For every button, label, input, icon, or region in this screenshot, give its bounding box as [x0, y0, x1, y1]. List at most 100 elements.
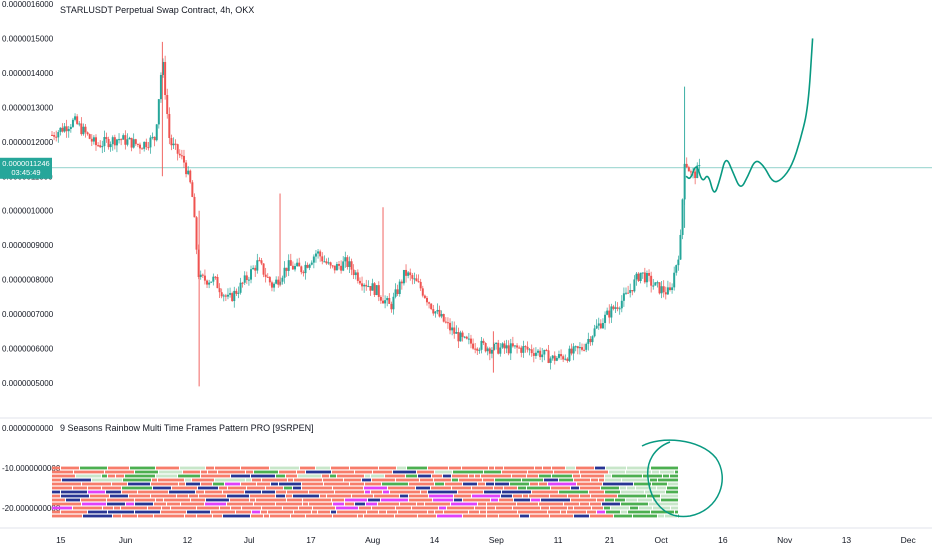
candle-body — [501, 343, 504, 348]
candlesticks — [51, 41, 701, 387]
indicator-segment — [372, 506, 395, 510]
indicator-segment — [368, 498, 380, 502]
indicator-segment — [652, 470, 659, 474]
indicator-segment — [502, 470, 527, 474]
candle-body — [461, 332, 464, 337]
indicator-segment — [247, 486, 265, 490]
candle-body — [256, 260, 259, 271]
indicator-segment — [379, 466, 396, 470]
candle-body — [86, 132, 89, 135]
indicator-segment — [336, 506, 358, 510]
indicator-segment — [112, 482, 127, 486]
indicator-segment — [276, 502, 302, 506]
indicator-segment — [418, 514, 436, 518]
candle-body — [130, 137, 133, 148]
candle-body — [440, 314, 443, 317]
indicator-segment — [425, 502, 450, 506]
indicator-segment — [271, 482, 278, 486]
indicator-segment — [180, 466, 205, 470]
indicator-segment — [428, 466, 448, 470]
indicator-segment — [374, 494, 399, 498]
candle-body — [425, 297, 428, 303]
indicator-segment — [571, 486, 579, 490]
indicator-segment — [189, 494, 198, 498]
indicator-segment — [205, 502, 226, 506]
x-tick-label: 15 — [56, 535, 66, 545]
indicator-segment — [406, 474, 417, 478]
x-tick-label: Jul — [244, 535, 255, 545]
indicator-segment — [420, 478, 433, 482]
candle-body — [354, 272, 357, 276]
indicator-segment — [435, 510, 443, 514]
indicator-segment — [611, 506, 629, 510]
indicator-segment — [487, 514, 498, 518]
candle-body — [405, 269, 408, 276]
indicator-segment — [309, 490, 334, 494]
x-tick-label: 11 — [554, 535, 563, 545]
indicator-segment — [211, 510, 235, 514]
indicator-segment — [152, 478, 157, 482]
candle-body — [449, 322, 452, 331]
candle-body — [206, 280, 209, 285]
indicator-segment — [653, 498, 660, 502]
indicator-segment — [484, 470, 501, 474]
indicator-segment — [300, 466, 315, 470]
indicator-segment — [416, 486, 430, 490]
candle-body — [239, 282, 242, 293]
indicator-segment — [288, 478, 293, 482]
candle-body — [321, 256, 324, 262]
indicator-segment — [532, 490, 558, 494]
indicator-segment — [621, 510, 627, 514]
indicator-segment — [337, 510, 366, 514]
indicator-segment — [417, 470, 434, 474]
candle-body — [627, 292, 630, 294]
indicator-segment — [298, 474, 321, 478]
candle-body — [511, 343, 514, 347]
indicator-segment — [462, 466, 488, 470]
candle-body — [291, 265, 294, 270]
y-tick-label: 0.0000016000 — [2, 0, 54, 9]
indicator-segment — [523, 494, 528, 498]
indicator-segment — [561, 510, 566, 514]
candle-body — [488, 348, 491, 354]
indicator-segment — [475, 474, 480, 478]
candle-body — [604, 314, 607, 323]
indicator-segment — [621, 502, 648, 506]
indicator-segment — [469, 474, 474, 478]
candle-body — [252, 267, 255, 270]
indicator-segment — [597, 510, 605, 514]
indicator-segment — [335, 490, 364, 494]
candle-body — [583, 349, 586, 351]
indicator-segment — [478, 482, 485, 486]
candle-body — [197, 249, 200, 278]
indicator-segment — [550, 514, 573, 518]
indicator-segment — [527, 486, 550, 490]
candle-body — [195, 217, 198, 250]
candle-body — [574, 346, 577, 348]
indicator-y-axis: 0.0000000000 -10.0000000000 -20.0000000000 — [2, 424, 61, 513]
candle-body — [610, 306, 613, 318]
indicator-segment — [164, 498, 190, 502]
indicator-segment — [135, 498, 155, 502]
indicator-segment — [279, 482, 301, 486]
indicator-segment — [633, 514, 657, 518]
candle-body — [597, 323, 600, 326]
candle-body — [490, 349, 493, 354]
y-tick-label: 0.0000010000 — [2, 207, 54, 216]
indicator-segment — [591, 478, 598, 482]
candle-body — [467, 338, 470, 340]
candle-body — [350, 261, 353, 270]
candle-body — [122, 135, 125, 140]
candle-body — [631, 290, 634, 292]
candle-body — [428, 302, 431, 304]
indicator-segment — [148, 506, 161, 510]
candle-body — [549, 358, 552, 363]
indicator-segment — [333, 486, 363, 490]
candle-body — [463, 336, 466, 338]
indicator-segment — [236, 510, 251, 514]
indicator-segment — [110, 494, 128, 498]
candle-body — [92, 137, 95, 142]
candle-body — [352, 269, 355, 276]
candle-body — [371, 283, 374, 291]
